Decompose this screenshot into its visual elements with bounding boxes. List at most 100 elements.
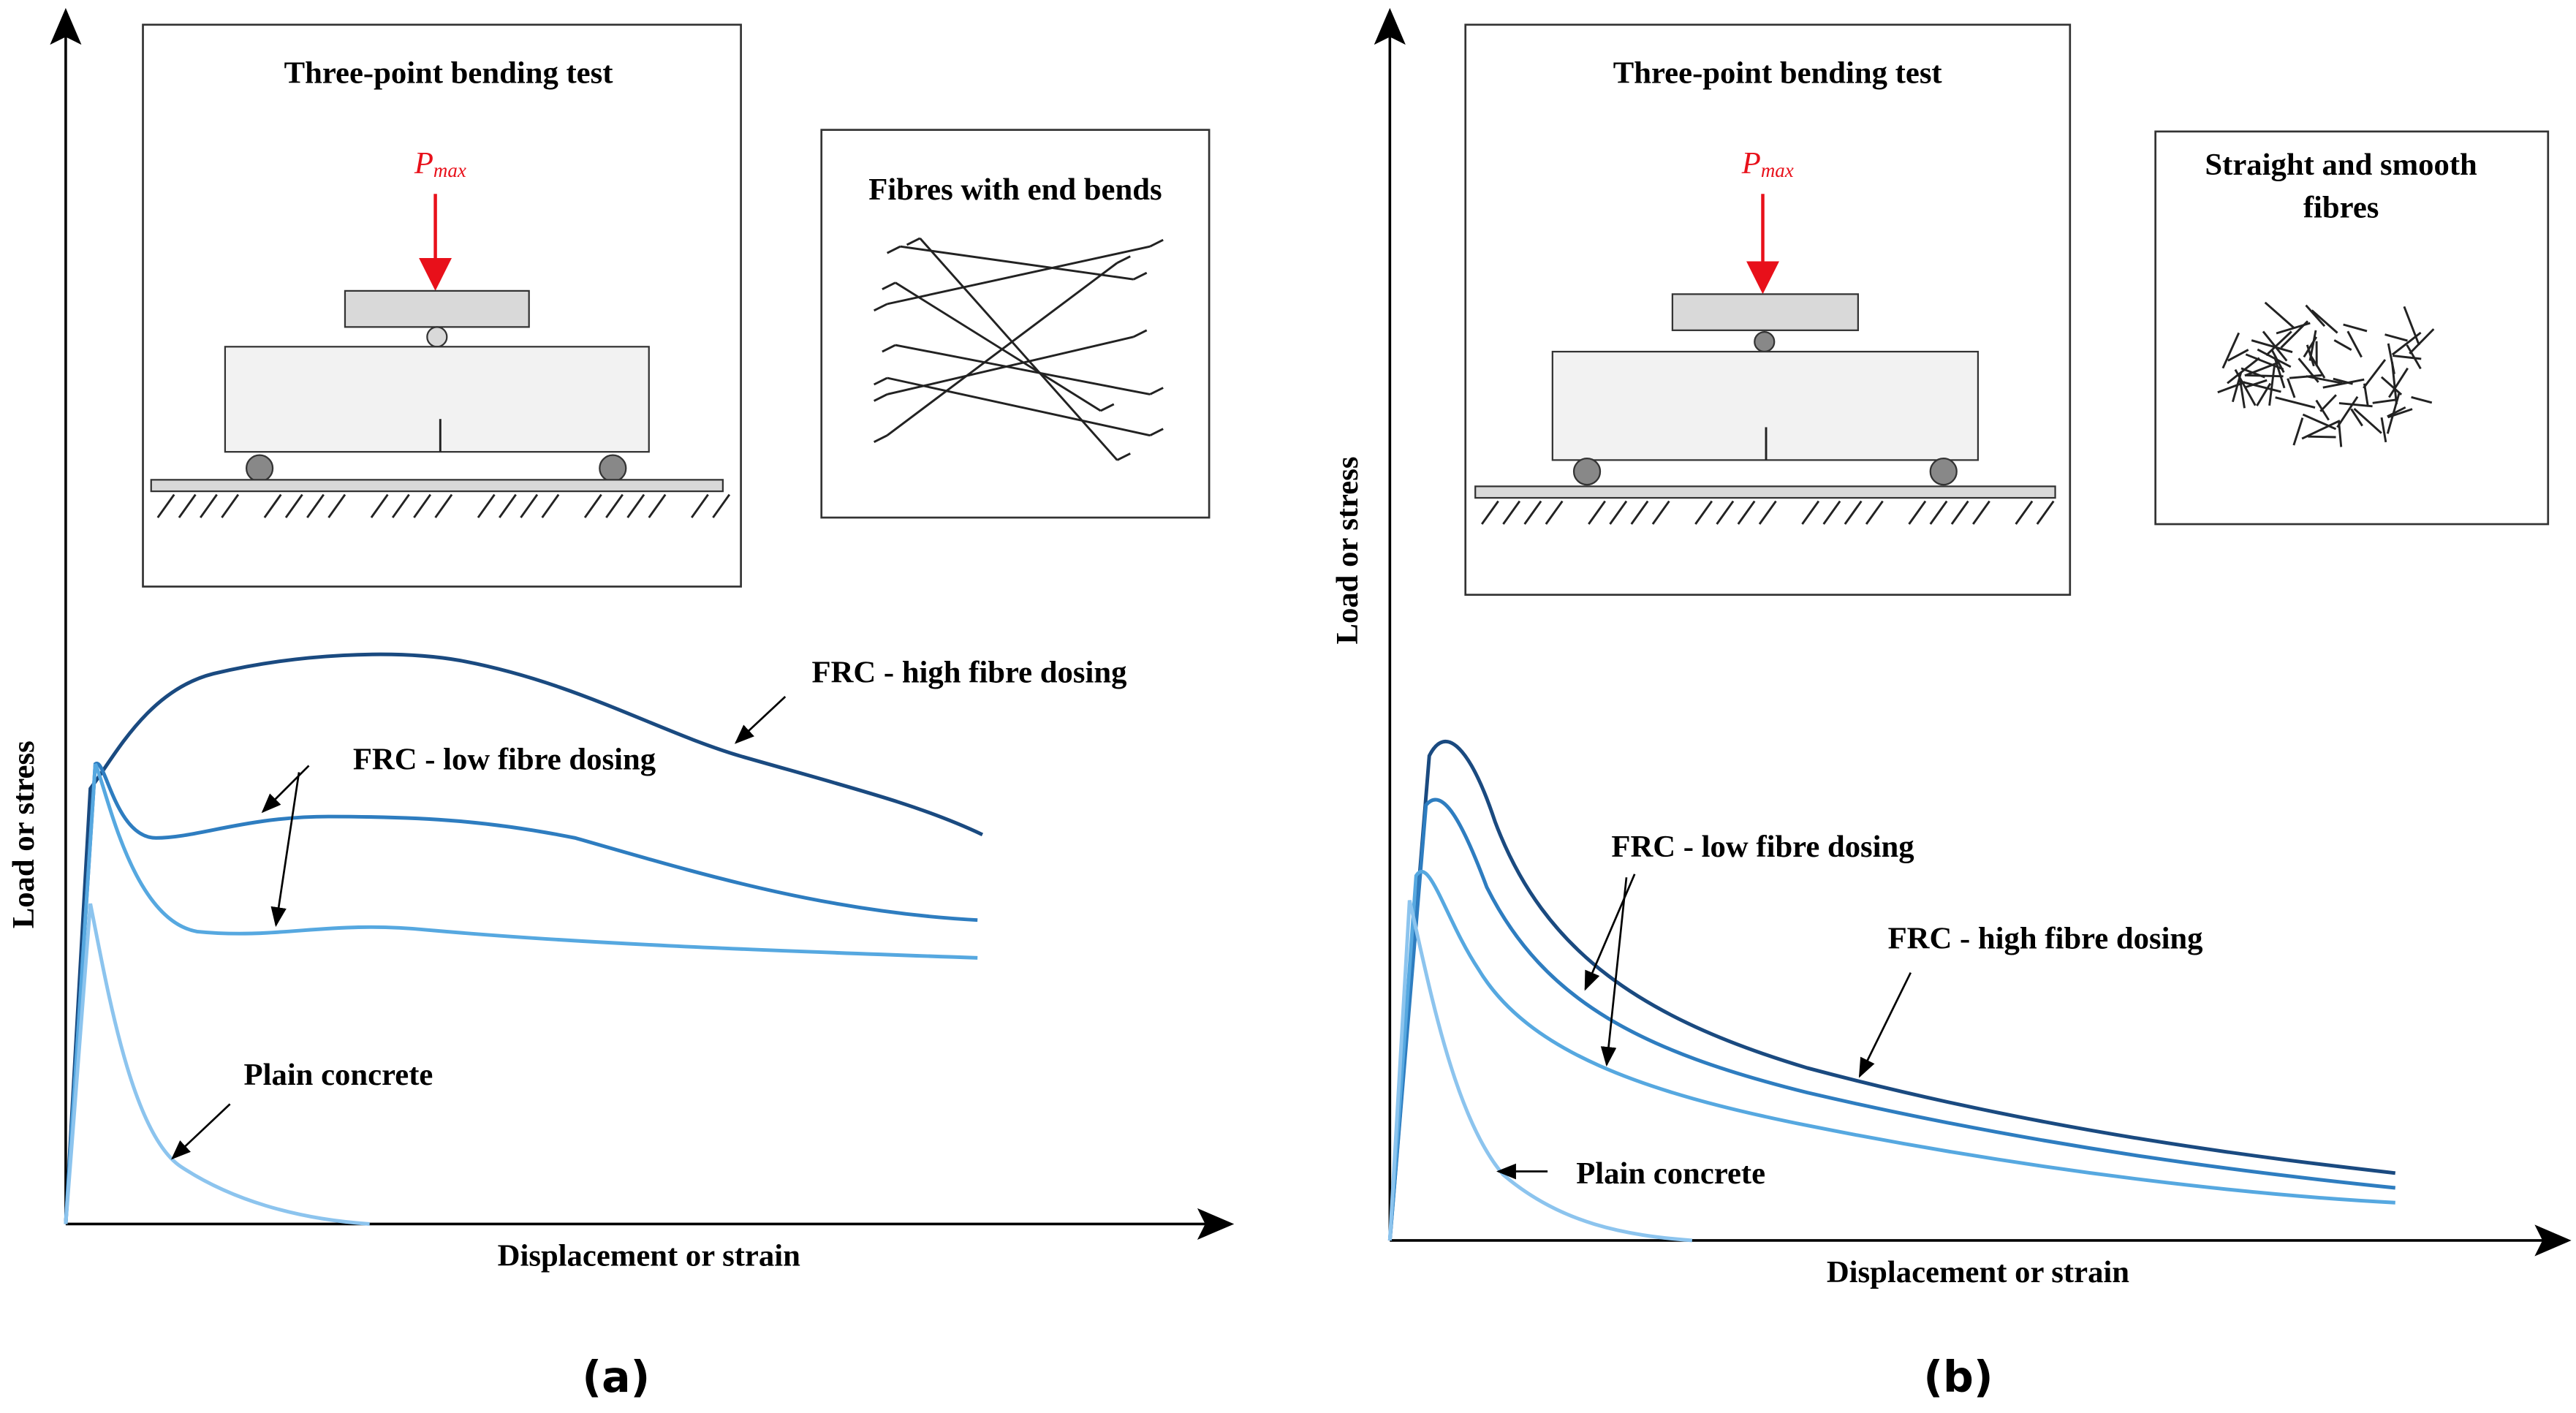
- hatch-line: [1523, 500, 1542, 525]
- pointer: [171, 1103, 231, 1160]
- fibre: [919, 238, 1118, 461]
- fibre: [2350, 408, 2363, 427]
- pointer: [261, 765, 310, 814]
- hatch-line: [1865, 500, 1884, 525]
- curve-high: [64, 652, 984, 1224]
- fibre: [2270, 349, 2285, 374]
- hatch-line: [541, 493, 560, 518]
- hatch-line: [690, 493, 709, 518]
- fibre: [895, 344, 1151, 395]
- fibre: [2280, 320, 2309, 349]
- base-plate: [1474, 485, 2056, 499]
- hatch-line: [499, 493, 517, 518]
- fibre: [2287, 378, 2296, 398]
- hatch-line: [178, 493, 197, 518]
- fibre: [2273, 357, 2286, 389]
- pointer: [270, 772, 300, 928]
- fibres: [2217, 301, 2435, 447]
- inset-title: Three-point bending test: [1613, 56, 1943, 90]
- fibre-hook: [1116, 452, 1131, 461]
- hatch-line: [413, 493, 432, 518]
- fibre: [900, 245, 1134, 281]
- curve-label: Plain concrete: [1576, 1156, 1765, 1191]
- fibre: [2388, 367, 2409, 398]
- hatch-line: [156, 493, 175, 518]
- hatch-line: [370, 493, 389, 518]
- fibre: [2391, 331, 2422, 356]
- fibre: [2256, 382, 2272, 406]
- fibre: [2387, 406, 2406, 418]
- fibre: [2372, 398, 2397, 404]
- hatch-line: [626, 493, 645, 518]
- hatch-line: [477, 493, 496, 518]
- fibre: [2393, 355, 2422, 360]
- pointer: [1858, 971, 1912, 1078]
- hatch-line: [1545, 500, 1564, 525]
- fibre-title: Fibres with end bends: [868, 173, 1162, 207]
- fibre: [2265, 330, 2292, 357]
- hatch-line: [1929, 500, 1948, 525]
- fibre: [2333, 377, 2353, 385]
- fibre-hook: [873, 376, 888, 386]
- fibre: [2292, 417, 2304, 446]
- panel-a: Three-point bending test Pmax Fibres wit…: [7, 7, 1235, 1402]
- fibre-hook: [1149, 428, 1164, 436]
- hatch-line: [434, 493, 453, 518]
- fibre: [2302, 413, 2337, 431]
- curve-low: [1387, 869, 2395, 1241]
- fibre: [2338, 402, 2373, 408]
- fibre: [2363, 359, 2387, 389]
- fibre: [2346, 330, 2363, 358]
- fibre: [887, 376, 1151, 437]
- fibre: [887, 245, 1151, 306]
- fibre: [2264, 301, 2295, 330]
- fibre: [2403, 306, 2420, 346]
- roller: [1754, 330, 1776, 353]
- curve-label: FRC - high fibre dosing: [1888, 922, 2203, 956]
- fibre-hook: [873, 434, 888, 443]
- hatch-line: [327, 493, 346, 518]
- pointer: [1584, 874, 1636, 991]
- load-block: [1671, 293, 1859, 331]
- fibre: [2246, 374, 2284, 378]
- fibre: [2275, 396, 2316, 409]
- hatch-line: [1609, 500, 1628, 525]
- fibre-hook: [882, 344, 896, 353]
- hatch-line: [1630, 500, 1649, 525]
- base-plate: [150, 479, 724, 493]
- fibre: [2333, 339, 2352, 351]
- hatch-line: [1737, 500, 1756, 525]
- load-label: Pmax: [1741, 146, 1794, 181]
- fibre: [2245, 379, 2268, 388]
- fibre: [2343, 323, 2368, 333]
- fibre: [2242, 381, 2281, 393]
- beam: [224, 346, 650, 453]
- fibre: [2303, 336, 2318, 358]
- y-label: Load or stress: [7, 740, 41, 928]
- curve-label: FRC - high fibre dosing: [812, 656, 1127, 690]
- hatch-line: [2036, 500, 2055, 525]
- roller: [426, 326, 448, 348]
- fibre: [2227, 349, 2249, 362]
- fibre-title: fibres: [2303, 191, 2379, 225]
- caption: (b): [1923, 1352, 1993, 1402]
- hatch-line: [306, 493, 325, 518]
- hatch-line: [648, 493, 667, 518]
- hatching: [156, 493, 731, 518]
- fibre: [2221, 332, 2240, 369]
- fibre: [2322, 378, 2365, 389]
- fibre-hook: [1116, 255, 1131, 264]
- support: [245, 454, 274, 482]
- y-label: Load or stress: [1330, 457, 1365, 645]
- fibre: [2227, 357, 2260, 384]
- fibre: [2380, 376, 2403, 395]
- fibre: [2380, 417, 2387, 443]
- support: [1929, 458, 1958, 486]
- curve-label: FRC - low fibre dosing: [353, 743, 656, 777]
- load-label: Pmax: [414, 146, 466, 181]
- curve-plain: [64, 903, 370, 1226]
- fibre-hook: [886, 245, 901, 254]
- hatch-line: [1651, 500, 1670, 525]
- fibre-hook: [1100, 403, 1115, 412]
- hatch-line: [1822, 500, 1841, 525]
